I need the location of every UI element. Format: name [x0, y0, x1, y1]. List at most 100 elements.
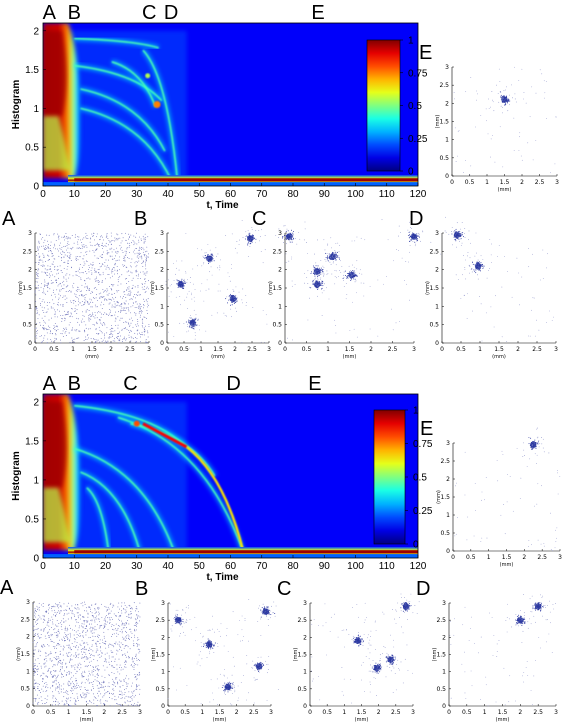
scatter-point — [98, 333, 100, 335]
scatter-point — [123, 627, 125, 629]
scatter-point — [127, 242, 129, 244]
scatter-point — [182, 281, 184, 283]
scatter-point — [178, 617, 180, 619]
scatter-point — [44, 687, 46, 688]
scatter-point — [131, 632, 133, 634]
scatter-point — [194, 332, 196, 334]
scatter-point — [92, 627, 94, 629]
scatter-point — [99, 320, 101, 322]
scatter-point — [91, 619, 93, 621]
scatter-point — [53, 701, 55, 703]
scatter-point — [480, 267, 481, 268]
scatter-point — [223, 674, 225, 676]
scatter-point — [40, 650, 42, 652]
scatter-point — [82, 318, 84, 320]
scatter-point — [74, 667, 76, 669]
scatter-point — [198, 318, 199, 320]
scatter-point — [507, 271, 508, 273]
scatter-point — [67, 260, 69, 262]
scatter-point — [47, 275, 49, 276]
scatter-point — [128, 691, 130, 693]
scatter-point — [75, 301, 76, 303]
scatter-point — [114, 666, 116, 668]
scatter-point — [332, 262, 334, 264]
scatter-point — [69, 639, 71, 641]
scatter-point — [518, 80, 520, 81]
scatter-point — [130, 291, 132, 293]
scatter-point — [145, 325, 146, 327]
scatter-point — [76, 275, 78, 277]
scatter-point — [64, 310, 65, 312]
scatter-point — [148, 326, 150, 328]
scatter-point — [86, 289, 87, 291]
scatter-point — [330, 258, 332, 260]
scatter-point — [122, 627, 124, 629]
scatter-point — [101, 681, 103, 683]
scatter-point — [293, 237, 295, 239]
scatter-point — [458, 231, 460, 233]
scatter-point — [109, 298, 111, 300]
scatter-point — [42, 325, 44, 326]
scatter-point — [122, 705, 124, 707]
scatter-point — [71, 610, 73, 612]
scatter-point — [56, 279, 58, 281]
scatter-point — [179, 623, 181, 625]
scatter-point — [34, 613, 36, 615]
scatter-point — [107, 289, 109, 291]
scatter-point — [55, 325, 57, 327]
scatter-point — [84, 331, 86, 333]
scatter-point — [136, 688, 138, 690]
scatter-point — [84, 294, 85, 296]
scatter-point — [95, 306, 97, 308]
scatter-point — [83, 675, 85, 677]
scatter-point — [91, 265, 93, 266]
scatter-point — [128, 701, 130, 703]
scatter-point — [96, 248, 98, 250]
scatter-point — [51, 253, 53, 255]
scatter-point — [348, 272, 350, 274]
scatter-point — [343, 271, 345, 273]
scatter-point — [97, 268, 99, 270]
scatter-point — [500, 94, 502, 96]
scatter-point — [93, 287, 95, 289]
scatter-point — [353, 266, 355, 268]
scatter-point — [208, 641, 210, 643]
scatter-point — [251, 226, 253, 228]
scatter-point — [211, 255, 213, 257]
scatter-point — [483, 267, 485, 268]
scatter-point — [116, 291, 118, 293]
scatter-point — [93, 668, 95, 670]
scatter-point — [286, 228, 288, 230]
scatter-point — [313, 267, 315, 269]
scatter-point — [315, 281, 317, 283]
scatter-point — [207, 647, 209, 649]
scatter-point — [479, 269, 481, 271]
scatter-point — [246, 235, 248, 237]
scatter-point — [345, 283, 347, 285]
scatter-point — [37, 317, 39, 319]
scatter-point — [181, 278, 183, 280]
scatter-point — [114, 658, 116, 660]
scatter-point — [142, 260, 144, 262]
scatter-point — [40, 637, 42, 639]
scatter-point — [120, 690, 122, 692]
scatter-point — [50, 640, 52, 642]
scatter-point — [539, 279, 541, 281]
scatter-point — [104, 618, 106, 620]
scatter-point — [476, 265, 478, 267]
scatter-point — [118, 602, 120, 604]
scatter-point — [126, 271, 128, 273]
scatter-point — [97, 243, 99, 245]
scatter-x-tick: 2.5 — [388, 346, 398, 353]
scatter-points — [165, 219, 268, 349]
scatter-point — [342, 277, 344, 279]
scatter-point — [128, 336, 130, 338]
scatter-point — [117, 234, 119, 236]
scatter-point — [240, 682, 242, 683]
x-tick-label: 0 — [40, 561, 46, 572]
scatter-point — [177, 609, 179, 611]
scatter-point — [57, 316, 59, 318]
scatter-point — [132, 666, 133, 668]
scatter-point — [121, 303, 122, 305]
scatter-point — [120, 669, 122, 671]
